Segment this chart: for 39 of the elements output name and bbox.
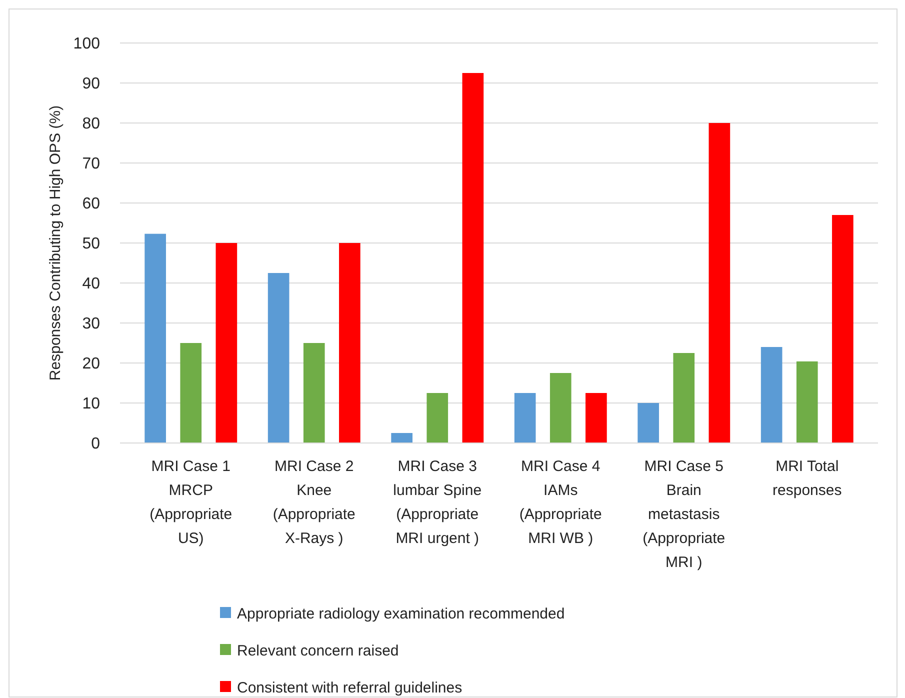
x-tick-label: MRI Case 2 Knee (Appropriate X-Rays ) bbox=[272, 458, 356, 547]
y-tick-label: 30 bbox=[82, 316, 100, 333]
y-tick-label: 50 bbox=[82, 236, 100, 253]
y-tick-label: 100 bbox=[73, 36, 100, 53]
bar bbox=[673, 353, 695, 443]
bar bbox=[550, 373, 572, 443]
y-tick-label: 10 bbox=[82, 396, 100, 413]
y-tick-label: 20 bbox=[82, 356, 100, 373]
bar bbox=[180, 343, 202, 443]
legend-label: Appropriate radiology examination recommended bbox=[237, 605, 565, 622]
x-tick-label: MRI Case 4 IAMs (Appropriate MRI WB ) bbox=[519, 458, 602, 547]
x-tick-label: MRI Case 5 Brain metastasis (Appropriate MRI ) bbox=[642, 458, 726, 571]
legend-label: Relevant concern raised bbox=[237, 642, 399, 660]
bar bbox=[426, 393, 448, 443]
x-tick-label: MRI Total responses bbox=[772, 458, 842, 499]
y-tick-label: 0 bbox=[91, 436, 100, 453]
bar bbox=[760, 347, 782, 443]
bar bbox=[462, 73, 484, 443]
x-tick-label: MRI Case 3 lumbar Spine (Appropriate MRI urgent ) bbox=[393, 458, 482, 547]
legend-label: Consistent with referral guidelines bbox=[237, 679, 462, 696]
bar bbox=[796, 361, 818, 443]
x-tick-label: MRI Case 1 MRCP (Appropriate US) bbox=[150, 458, 232, 547]
y-axis-title: Responses Contributing to High OPS (%) bbox=[47, 105, 64, 381]
bar bbox=[832, 215, 854, 443]
bar bbox=[586, 393, 607, 443]
bar bbox=[268, 273, 290, 443]
bar bbox=[708, 123, 730, 443]
bar bbox=[638, 403, 659, 443]
bar bbox=[144, 234, 166, 443]
y-tick-label: 60 bbox=[82, 196, 100, 213]
bar bbox=[339, 243, 360, 443]
bar bbox=[303, 343, 325, 443]
bar bbox=[216, 243, 238, 443]
y-tick-label: 70 bbox=[82, 156, 100, 173]
y-tick-label: 90 bbox=[82, 76, 100, 93]
y-tick-label: 80 bbox=[82, 116, 100, 133]
bar bbox=[391, 433, 412, 443]
y-tick-label: 40 bbox=[82, 276, 100, 293]
bar bbox=[514, 393, 536, 443]
